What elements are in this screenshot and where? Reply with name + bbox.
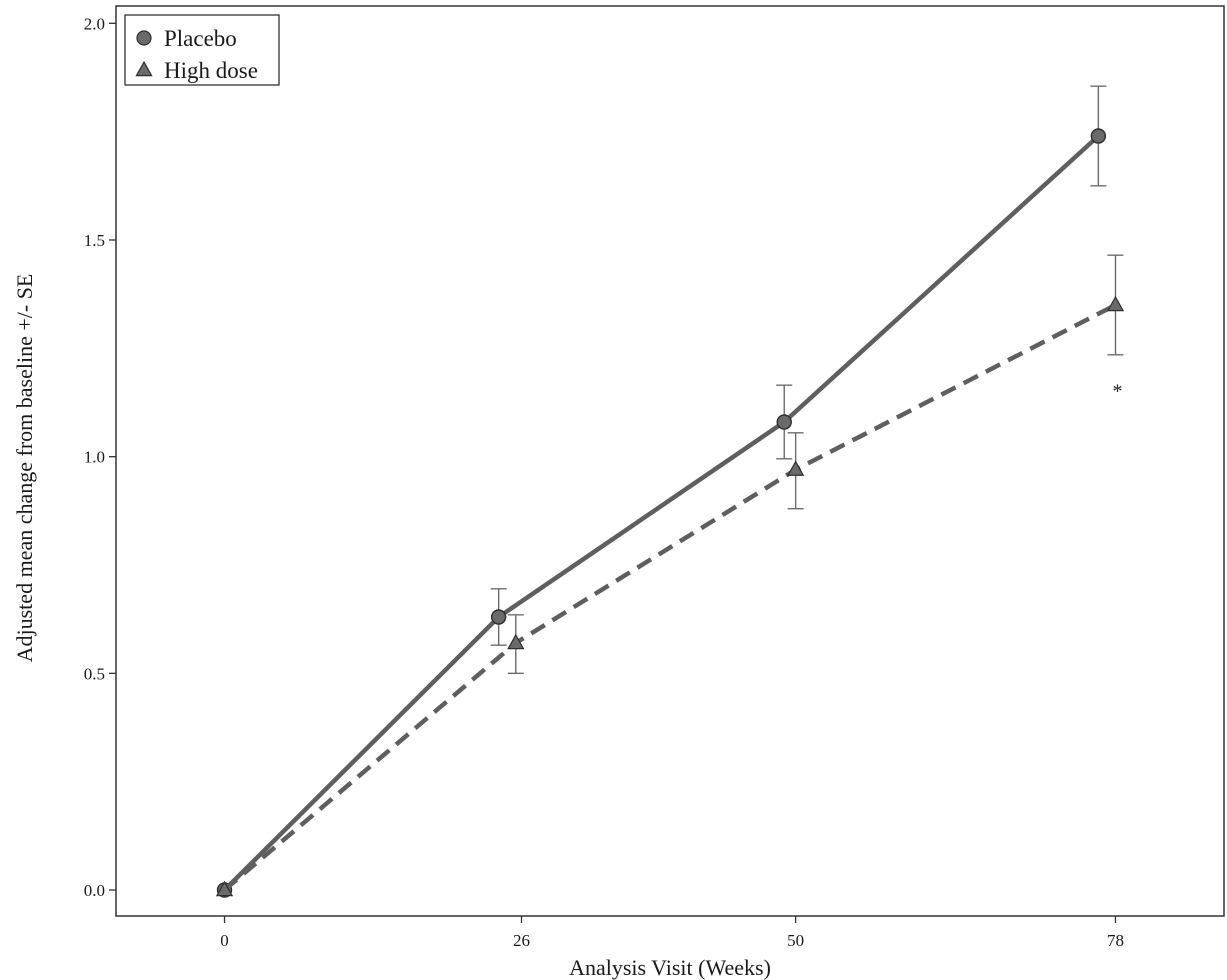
data-point: [215, 880, 234, 897]
data-point: [1090, 128, 1107, 144]
legend-marker: [136, 30, 152, 46]
legend-label: Placebo: [164, 26, 237, 51]
series-high-dose: [215, 254, 1125, 897]
y-tick-label: 1.5: [84, 231, 105, 250]
annotation-layer: *: [1112, 380, 1122, 402]
data-point: [787, 460, 805, 476]
y-tick-label: 2.0: [84, 14, 105, 33]
legend-label: High dose: [164, 58, 258, 83]
x-tick-label: 78: [1107, 931, 1124, 950]
data-point: [1106, 295, 1125, 312]
y-axis-label: Adjusted mean change from baseline +/- S…: [12, 274, 37, 663]
legend-marker: [135, 60, 153, 77]
significance-annotation: *: [1112, 380, 1122, 402]
series-line: [223, 302, 1117, 892]
x-axis-label: Analysis Visit (Weeks): [569, 955, 771, 980]
data-point: [507, 633, 525, 650]
plot-frame: [115, 5, 1225, 917]
x-tick-label: 26: [513, 931, 530, 950]
data-point: [490, 609, 507, 625]
y-tick-label: 0.5: [84, 664, 105, 683]
series-line: [222, 134, 1100, 892]
x-axis: 0 26 50 78: [220, 916, 1124, 950]
legend: Placebo High dose: [124, 14, 280, 86]
y-tick-label: 0.0: [84, 881, 105, 900]
data-point: [776, 414, 792, 430]
series-placebo: [216, 85, 1107, 898]
x-tick-label: 0: [220, 931, 229, 950]
y-tick-label: 1.0: [84, 448, 105, 467]
series-layer: [215, 85, 1125, 898]
x-tick-label: 50: [787, 931, 804, 950]
y-axis: 0.0 0.5 1.0 1.5 2.0: [84, 14, 116, 900]
